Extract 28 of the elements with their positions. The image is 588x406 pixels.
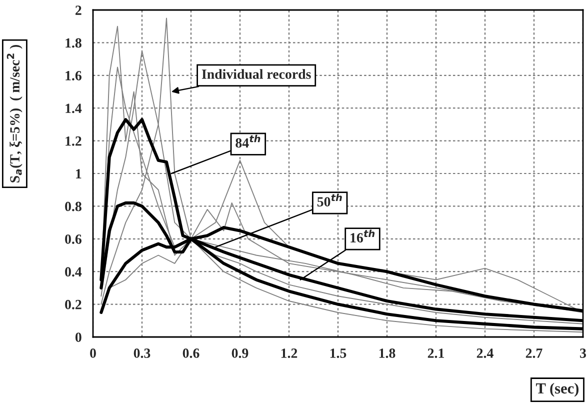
y-tick-label: 2 (76, 6, 82, 15)
y-tick-label: 0.2 (65, 300, 82, 310)
x-tick-label: 1.5 (330, 348, 346, 358)
annotation: 84$^{th}$ (236, 134, 260, 148)
annotation: 16$^{th}$ (350, 230, 375, 242)
x-tick-label: 1.8 (379, 348, 396, 358)
x-tick-label: 0.3 (134, 348, 150, 358)
x-tick-label: 0.6 (182, 348, 200, 358)
y-axis-title: S$_{a}$(T, ξ=5%) ( m/sec$^{2}$ ) (6, 44, 22, 182)
y-tick-label: 1.2 (66, 136, 82, 146)
x-tick-label: 3 (580, 348, 586, 358)
y-tick-label: 0.8 (65, 202, 82, 212)
x-tick-label: 2.1 (428, 348, 444, 358)
x-tick-label: 0 (90, 348, 96, 358)
y-tick-label: 1.8 (66, 38, 82, 48)
y-tick-label: 1.6 (66, 71, 82, 80)
x-tick-label: 0.9 (232, 348, 248, 358)
x-tick-label: 1.2 (281, 348, 298, 358)
y-tick-label: 0.4 (65, 267, 82, 277)
annotation: Individual records (202, 69, 311, 79)
annotation: 50$^{th}$ (317, 194, 342, 206)
x-tick-label: 2.4 (476, 348, 494, 358)
x-tick-label: 2.7 (526, 348, 542, 358)
y-tick-label: 1 (76, 169, 82, 178)
y-tick-label: 1.4 (66, 104, 82, 114)
y-tick-label: 0.6 (65, 234, 82, 244)
y-tick-label: 0 (75, 332, 82, 342)
x-axis-title: T (sec) (536, 382, 579, 397)
